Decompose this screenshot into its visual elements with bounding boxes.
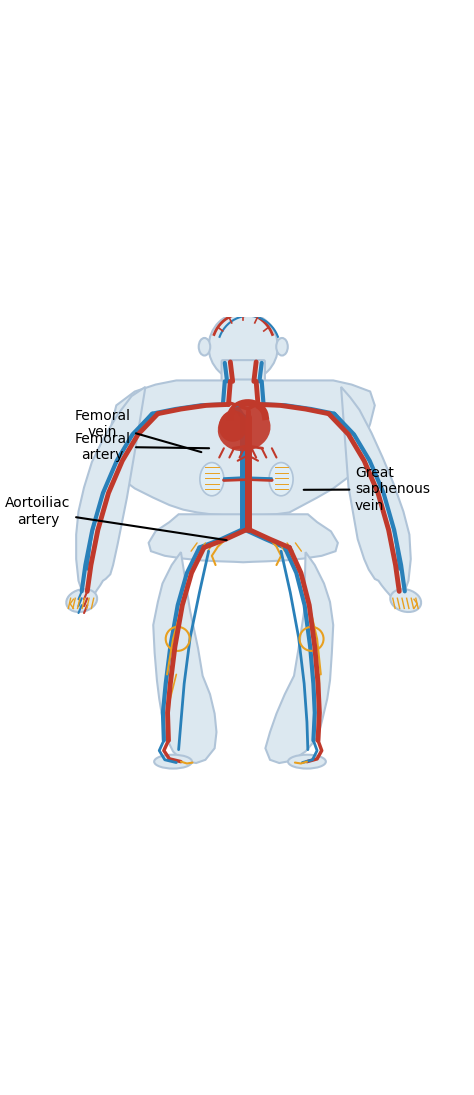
Ellipse shape — [219, 411, 247, 441]
Text: Femoral
artery: Femoral artery — [74, 431, 209, 462]
Polygon shape — [149, 515, 338, 562]
Text: Great
saphenous
vein: Great saphenous vein — [304, 466, 430, 512]
Text: Aortoiliac
artery: Aortoiliac artery — [5, 496, 227, 540]
Polygon shape — [341, 387, 411, 599]
Polygon shape — [112, 380, 375, 516]
Ellipse shape — [66, 589, 97, 612]
Ellipse shape — [199, 338, 210, 356]
Ellipse shape — [200, 462, 224, 496]
Polygon shape — [76, 387, 146, 599]
Polygon shape — [153, 552, 217, 763]
Polygon shape — [265, 552, 333, 763]
Circle shape — [209, 312, 278, 381]
Ellipse shape — [390, 589, 421, 612]
FancyBboxPatch shape — [221, 360, 265, 385]
Text: Femoral
vein: Femoral vein — [74, 408, 201, 452]
Ellipse shape — [218, 405, 271, 451]
Ellipse shape — [269, 462, 293, 496]
Ellipse shape — [288, 754, 326, 769]
Ellipse shape — [154, 754, 192, 769]
Ellipse shape — [276, 338, 288, 356]
